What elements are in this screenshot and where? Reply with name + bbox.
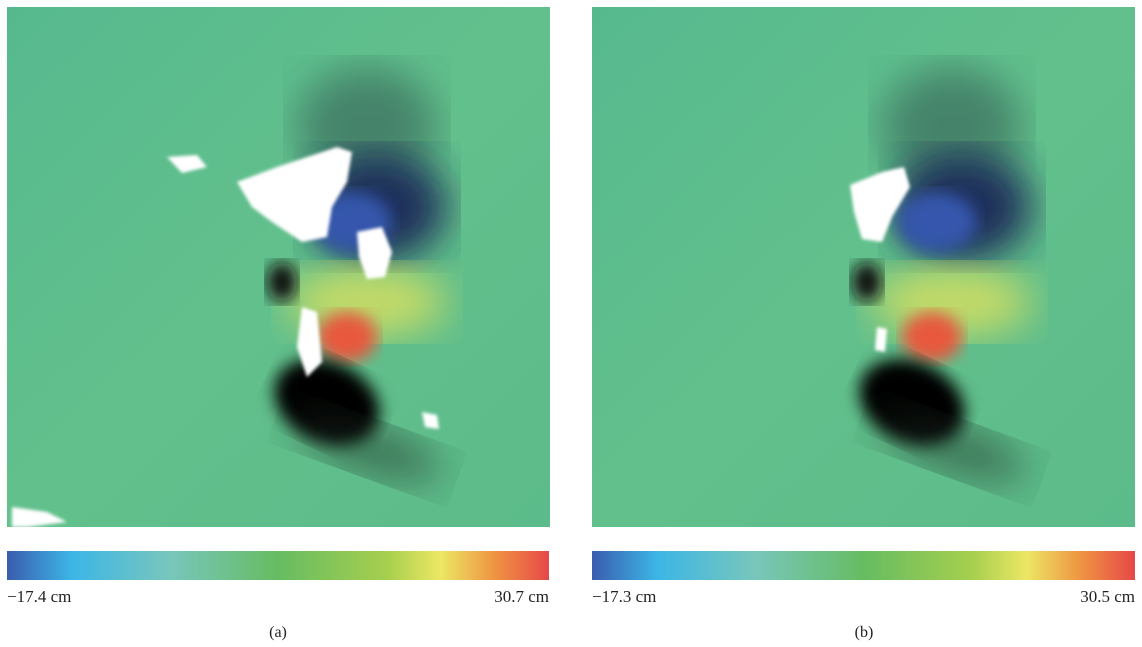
caption: (a) xyxy=(269,624,287,642)
colorbar xyxy=(592,551,1135,580)
colorbar-max-label: 30.5 cm xyxy=(1080,587,1135,607)
colorbar-max-label: 30.7 cm xyxy=(494,587,549,607)
colorbar-min-label: −17.4 cm xyxy=(7,587,71,607)
caption: (b) xyxy=(855,624,874,642)
figure-graphics xyxy=(0,0,1142,647)
colorbar xyxy=(7,551,549,580)
image-a xyxy=(7,7,550,527)
image-b xyxy=(592,7,1135,527)
figure: −17.4 cm 30.7 cm (a) −17.3 cm 30.5 cm (b… xyxy=(0,0,1142,647)
colorbar-min-label: −17.3 cm xyxy=(592,587,656,607)
